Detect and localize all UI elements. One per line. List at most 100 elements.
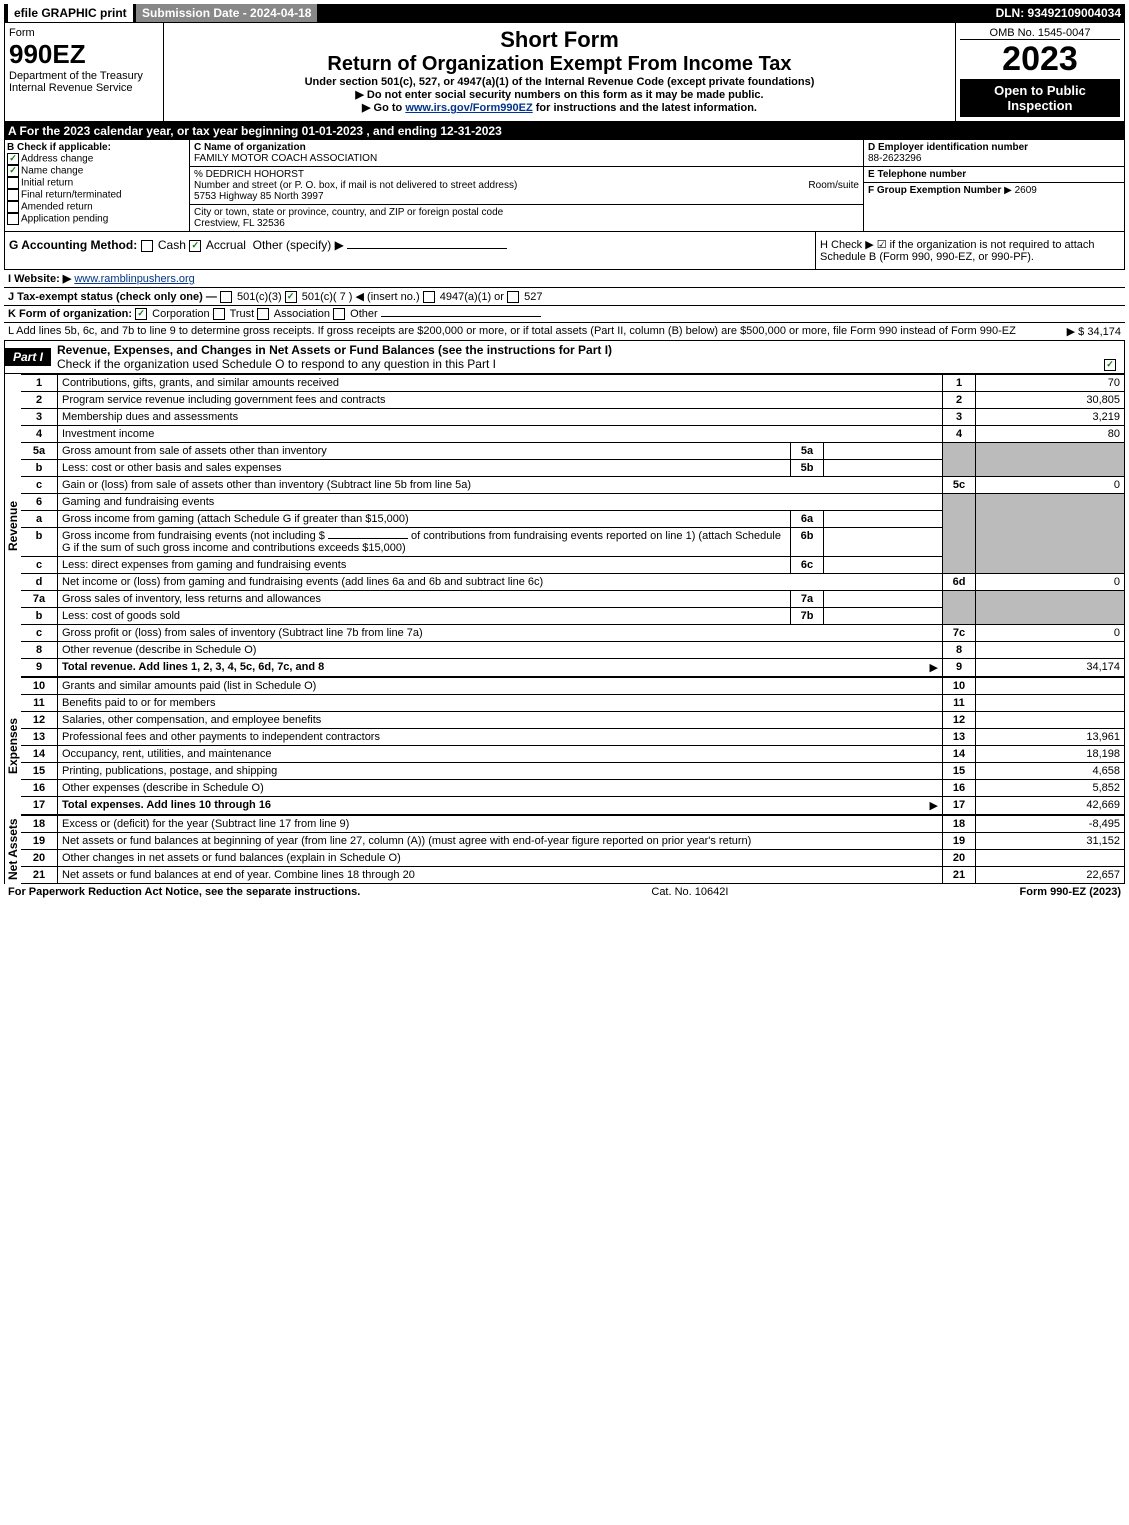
expenses-label: Expenses	[4, 677, 21, 815]
check-initial-return[interactable]	[7, 177, 19, 189]
line5c-text: Gain or (loss) from sale of assets other…	[62, 479, 471, 491]
line18-amt: -8,495	[976, 816, 1125, 833]
l-amount: ▶ $ 34,174	[1059, 325, 1121, 338]
line19-num: 19	[21, 833, 58, 850]
label-other-method: Other (specify) ▶	[253, 238, 344, 252]
line21-box: 21	[943, 867, 976, 884]
website-link[interactable]: www.ramblinpushers.org	[74, 273, 194, 285]
row-k: K Form of organization: Corporation Trus…	[4, 306, 1125, 323]
line2-amt: 30,805	[976, 392, 1125, 409]
check-assoc[interactable]	[257, 308, 269, 320]
line19-amt: 31,152	[976, 833, 1125, 850]
line6a-sub: 6a	[791, 511, 824, 528]
check-schedule-o[interactable]	[1104, 359, 1116, 371]
line15-box: 15	[943, 763, 976, 780]
line5b-num: b	[21, 460, 58, 477]
check-accrual[interactable]	[189, 240, 201, 252]
check-4947[interactable]	[423, 291, 435, 303]
line7c-text: Gross profit or (loss) from sales of inv…	[62, 627, 423, 639]
line21-num: 21	[21, 867, 58, 884]
line7a-sub: 7a	[791, 591, 824, 608]
line9-text: Total revenue. Add lines 1, 2, 3, 4, 5c,…	[62, 661, 324, 673]
line6b-blank	[328, 538, 408, 539]
line5a-text: Gross amount from sale of assets other t…	[62, 445, 327, 457]
line8-box: 8	[943, 642, 976, 659]
line16-text: Other expenses (describe in Schedule O)	[62, 782, 264, 794]
line6d-box: 6d	[943, 574, 976, 591]
ein: 88-2623296	[868, 153, 1120, 164]
line1-num: 1	[21, 375, 58, 392]
line17-text: Total expenses. Add lines 10 through 16	[62, 799, 271, 811]
revenue-label: Revenue	[4, 374, 21, 677]
footer-right: Form 990-EZ (2023)	[1020, 886, 1121, 898]
label-501c: 501(c)( 7 ) ◀ (insert no.)	[302, 291, 420, 303]
line7a-subamt	[824, 591, 943, 608]
section-bcdef: B Check if applicable: Address change Na…	[4, 140, 1125, 232]
grey-5b	[976, 443, 1125, 477]
check-name-change[interactable]	[7, 165, 19, 177]
label-address-change: Address change	[21, 154, 93, 165]
label-corp: Corporation	[152, 308, 209, 320]
check-527[interactable]	[507, 291, 519, 303]
line2-box: 2	[943, 392, 976, 409]
line6c-num: c	[21, 557, 58, 574]
line6-text: Gaming and fundraising events	[62, 496, 214, 508]
line12-amt	[976, 712, 1125, 729]
j-label: J Tax-exempt status (check only one) —	[8, 291, 217, 303]
label-application-pending: Application pending	[21, 214, 108, 225]
line6a-text: Gross income from gaming (attach Schedul…	[62, 513, 409, 525]
line11-num: 11	[21, 695, 58, 712]
line4-text: Investment income	[62, 428, 154, 440]
line15-text: Printing, publications, postage, and shi…	[62, 765, 277, 777]
line12-num: 12	[21, 712, 58, 729]
label-initial-return: Initial return	[21, 178, 73, 189]
netassets-section: Net Assets 18Excess or (deficit) for the…	[4, 815, 1125, 884]
check-501c[interactable]	[285, 291, 297, 303]
grey-6	[943, 494, 976, 574]
check-corp[interactable]	[135, 308, 147, 320]
line5c-box: 5c	[943, 477, 976, 494]
city-label: City or town, state or province, country…	[194, 207, 859, 218]
irs-link[interactable]: www.irs.gov/Form990EZ	[405, 102, 532, 114]
line9-amt: 34,174	[976, 659, 1125, 677]
check-address-change[interactable]	[7, 153, 19, 165]
line12-box: 12	[943, 712, 976, 729]
form-number: 990EZ	[9, 39, 159, 70]
row-a-tax-year: A For the 2023 calendar year, or tax yea…	[4, 122, 1125, 140]
dept: Department of the Treasury	[9, 70, 159, 82]
line18-text: Excess or (deficit) for the year (Subtra…	[62, 818, 349, 830]
part-i-tab: Part I	[5, 348, 51, 366]
check-final-return[interactable]	[7, 189, 19, 201]
efile-print-button[interactable]: efile GRAPHIC print	[8, 4, 133, 22]
part-i-header: Part I Revenue, Expenses, and Changes in…	[4, 341, 1125, 374]
check-application-pending[interactable]	[7, 213, 19, 225]
line17-box: 17	[943, 797, 976, 815]
k-label: K Form of organization:	[8, 308, 132, 320]
line18-box: 18	[943, 816, 976, 833]
care-of: % DEDRICH HOHORST	[194, 169, 859, 180]
line6a-subamt	[824, 511, 943, 528]
line6c-sub: 6c	[791, 557, 824, 574]
line20-amt	[976, 850, 1125, 867]
check-501c3[interactable]	[220, 291, 232, 303]
line6a-num: a	[21, 511, 58, 528]
title-short-form: Short Form	[168, 27, 951, 53]
line16-box: 16	[943, 780, 976, 797]
line9-box: 9	[943, 659, 976, 677]
check-amended[interactable]	[7, 201, 19, 213]
dln: DLN: 93492109004034	[996, 6, 1121, 20]
subtitle-3: ▶ Go to www.irs.gov/Form990EZ for instru…	[168, 101, 951, 114]
submission-date: Submission Date - 2024-04-18	[136, 4, 317, 22]
line11-text: Benefits paid to or for members	[62, 697, 215, 709]
tax-year: 2023	[960, 40, 1120, 79]
line19-box: 19	[943, 833, 976, 850]
check-cash[interactable]	[141, 240, 153, 252]
line21-amt: 22,657	[976, 867, 1125, 884]
line11-box: 11	[943, 695, 976, 712]
check-other-org[interactable]	[333, 308, 345, 320]
l-text: L Add lines 5b, 6c, and 7b to line 9 to …	[8, 325, 1059, 338]
check-trust[interactable]	[213, 308, 225, 320]
row-l: L Add lines 5b, 6c, and 7b to line 9 to …	[4, 323, 1125, 341]
line10-box: 10	[943, 678, 976, 695]
line14-num: 14	[21, 746, 58, 763]
